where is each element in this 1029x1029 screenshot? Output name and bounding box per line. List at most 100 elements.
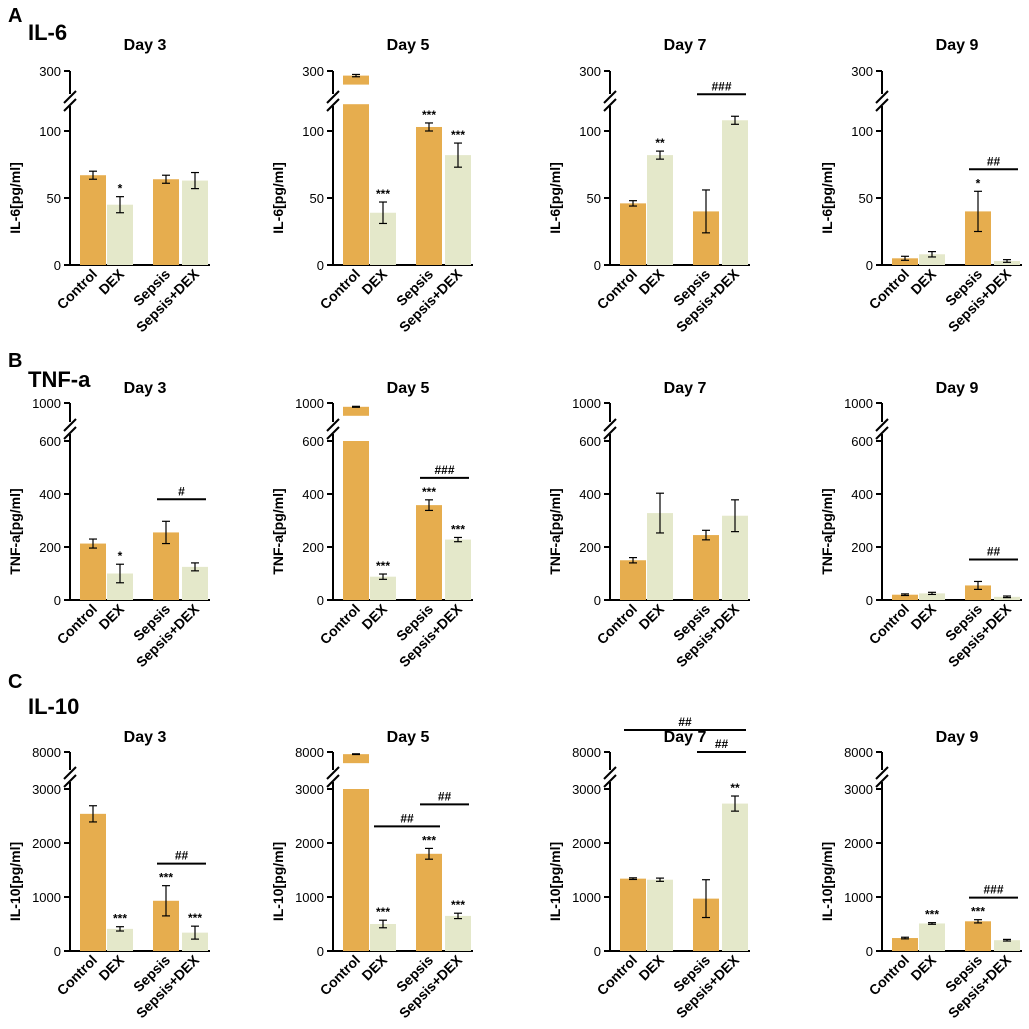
bar-control	[892, 258, 918, 265]
y-tick-label: 100	[39, 124, 61, 139]
axis-break-mark	[875, 90, 889, 104]
significance-star: ***	[422, 833, 436, 847]
significance-star: ***	[376, 559, 390, 573]
bar-sepsis-plus-dex	[722, 803, 748, 951]
y-tick-label-top: 1000	[32, 396, 61, 411]
row-labels: A IL-6 B TNF-a C IL-10	[8, 5, 91, 719]
significance-star: ***	[159, 871, 173, 885]
panel-tnfa-day-7: Day 7TNF-a[pg/ml]02004006001000ControlDE…	[547, 380, 750, 670]
bar-dex	[647, 879, 673, 951]
y-tick-label: 2000	[32, 836, 61, 851]
panel-il10-day-3: Day 3IL-10[pg/ml]01000200030008000Contro…	[7, 729, 210, 1021]
axis-break-mark	[326, 98, 340, 112]
comparison-label: ###	[434, 463, 454, 477]
row-title-il10: IL-10	[28, 694, 79, 719]
significance-star: ***	[971, 905, 985, 919]
bar-sepsis	[153, 179, 179, 265]
y-tick-label: 50	[587, 191, 601, 206]
bar-control	[620, 203, 646, 265]
bar-dex	[919, 923, 945, 951]
significance-star: ***	[422, 485, 436, 499]
bar-dex	[107, 204, 133, 265]
row-title-il6: IL-6	[28, 20, 67, 45]
axis-break-mark	[875, 774, 889, 788]
y-tick-label-top: 1000	[844, 396, 873, 411]
bar-sepsis	[965, 585, 991, 600]
panel-title: Day 9	[936, 37, 979, 54]
bar-control	[620, 878, 646, 951]
y-axis-label: IL-6[pg/ml]	[547, 162, 563, 234]
axis-break-mark	[603, 90, 617, 104]
significance-star: **	[730, 781, 740, 795]
y-tick-label: 0	[317, 593, 324, 608]
axis-break-mark	[603, 98, 617, 112]
bar-control	[343, 104, 369, 265]
y-tick-label: 3000	[844, 782, 873, 797]
y-tick-label: 100	[579, 124, 601, 139]
y-tick-label-top: 8000	[844, 745, 873, 760]
panel-tnfa-day-9: Day 9TNF-a[pg/ml]02004006001000ControlDE…	[819, 380, 1022, 670]
y-axis-label: IL-10[pg/ml]	[7, 842, 23, 921]
panel-title: Day 3	[124, 37, 167, 54]
x-tick-label-dex: DEX	[635, 600, 667, 632]
y-tick-label: 600	[579, 434, 601, 449]
y-tick-label: 400	[302, 487, 324, 502]
bar-control	[80, 813, 106, 951]
y-tick-label: 0	[54, 258, 61, 273]
y-tick-label: 0	[54, 944, 61, 959]
panel-il6-day-9: Day 9IL-6[pg/ml]050100300ControlDEX*Seps…	[819, 37, 1022, 335]
bar-control	[80, 543, 106, 600]
y-tick-label: 600	[851, 434, 873, 449]
y-axis-label: IL-10[pg/ml]	[819, 842, 835, 921]
axis-break-mark	[63, 426, 77, 440]
axis-break-mark	[603, 426, 617, 440]
y-tick-label: 1000	[572, 890, 601, 905]
y-tick-label: 0	[594, 593, 601, 608]
x-tick-label-dex: DEX	[907, 951, 939, 983]
y-tick-label-top: 300	[851, 64, 873, 79]
axis-break-mark	[326, 90, 340, 104]
y-tick-label: 1000	[295, 890, 324, 905]
x-tick-label-dex: DEX	[358, 265, 390, 297]
y-tick-label: 1000	[32, 890, 61, 905]
bar-dex	[370, 924, 396, 951]
significance-star: *	[976, 176, 981, 190]
panel-title: Day 5	[387, 729, 430, 746]
x-tick-label-dex: DEX	[95, 265, 127, 297]
x-tick-label-dex: DEX	[358, 951, 390, 983]
y-tick-label: 3000	[295, 782, 324, 797]
row-letter-b: B	[8, 350, 22, 372]
axis-break-mark	[326, 418, 340, 432]
bar-control	[892, 594, 918, 600]
bar-sepsis	[693, 535, 719, 600]
y-tick-label: 0	[317, 944, 324, 959]
panel-title: Day 3	[124, 729, 167, 746]
significance-star: ***	[376, 187, 390, 201]
axis-break-mark	[63, 90, 77, 104]
panel-il10-day-7: Day 7IL-10[pg/ml]01000200030008000Contro…	[547, 715, 750, 1021]
y-tick-label: 0	[54, 593, 61, 608]
y-axis-label: IL-10[pg/ml]	[547, 842, 563, 921]
y-axis-label: TNF-a[pg/ml]	[547, 488, 563, 574]
y-tick-label-top: 300	[579, 64, 601, 79]
axis-break-mark	[326, 426, 340, 440]
y-axis-label: IL-6[pg/ml]	[819, 162, 835, 234]
bar-control	[80, 175, 106, 265]
y-tick-label: 400	[39, 487, 61, 502]
panel-tnfa-day-5: Day 5TNF-a[pg/ml]02004006001000Control**…	[270, 380, 473, 670]
y-tick-label: 2000	[295, 836, 324, 851]
y-axis-label: IL-6[pg/ml]	[270, 162, 286, 234]
axis-break-mark	[603, 418, 617, 432]
y-tick-label: 0	[866, 593, 873, 608]
bar-sepsis-plus-dex	[994, 596, 1020, 600]
bar-sepsis-plus-dex	[445, 155, 471, 265]
y-tick-label: 3000	[32, 782, 61, 797]
y-axis-label: IL-6[pg/ml]	[7, 162, 23, 234]
comparison-label: ##	[987, 154, 1001, 168]
y-tick-label: 2000	[844, 836, 873, 851]
panel-title: Day 9	[936, 729, 979, 746]
y-tick-label: 400	[851, 487, 873, 502]
panel-il10-day-9: Day 9IL-10[pg/ml]01000200030008000Contro…	[819, 729, 1022, 1021]
bar-sepsis-plus-dex	[182, 932, 208, 951]
